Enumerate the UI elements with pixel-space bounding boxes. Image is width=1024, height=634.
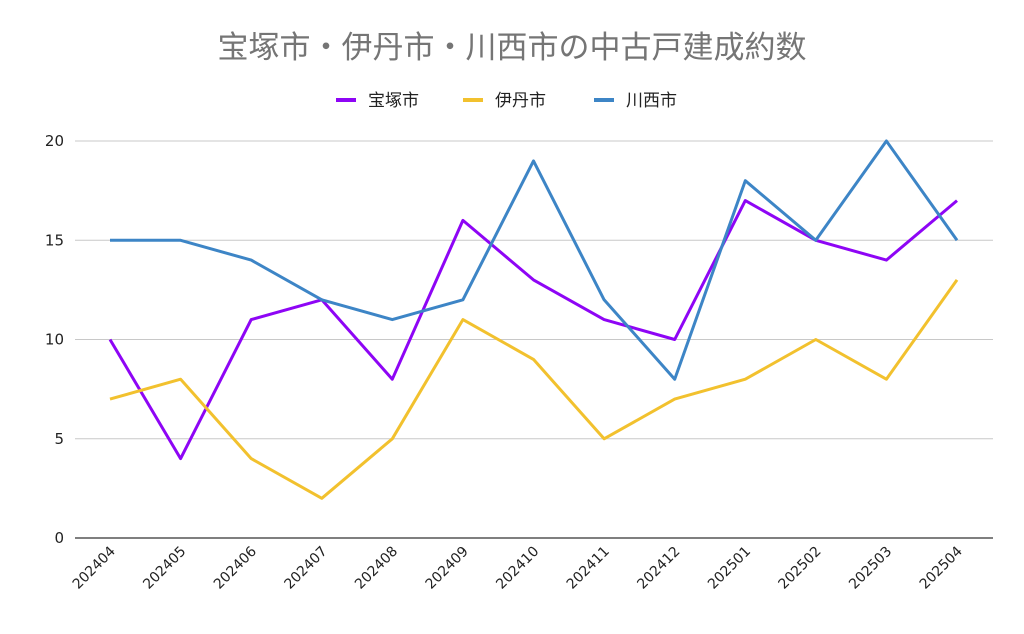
x-tick-label: 202404 (70, 543, 119, 592)
x-tick-label: 202411 (564, 544, 613, 593)
series-line-0 (108, 199, 958, 461)
x-tick-label: 202410 (493, 544, 542, 593)
chart-title: 宝塚市・伊丹市・川西市の中古戸建成約数 (218, 30, 807, 66)
legend: 宝塚市 伊丹市 川西市 (336, 91, 677, 111)
legend-label-2: 川西市 (626, 91, 677, 111)
y-tick-label: 20 (45, 132, 64, 150)
y-axis: 0 5 10 15 20 (45, 132, 64, 547)
x-tick-label: 202504 (917, 543, 966, 592)
x-tick-label: 202407 (281, 544, 330, 593)
y-tick-label: 0 (54, 529, 64, 547)
y-tick-label: 10 (45, 331, 64, 349)
x-axis: 202404 202405 202406 202407 202408 202409 2024… (70, 543, 966, 592)
x-tick-label: 202503 (846, 544, 895, 593)
gridlines (75, 140, 993, 539)
series-line-1 (109, 279, 959, 500)
x-tick-label: 202409 (423, 544, 472, 593)
legend-label-1: 伊丹市 (495, 91, 546, 111)
x-tick-label: 202405 (140, 544, 189, 593)
x-tick-label: 202412 (634, 544, 683, 593)
x-tick-label: 202502 (776, 544, 825, 593)
x-tick-label: 202408 (352, 544, 401, 593)
x-tick-label: 202501 (705, 544, 754, 593)
y-tick-label: 15 (45, 231, 64, 249)
series-line-2 (110, 139, 959, 381)
x-tick-label: 202406 (211, 543, 260, 592)
series-lines (108, 139, 959, 500)
y-tick-label: 5 (54, 430, 64, 448)
legend-label-0: 宝塚市 (368, 91, 419, 111)
